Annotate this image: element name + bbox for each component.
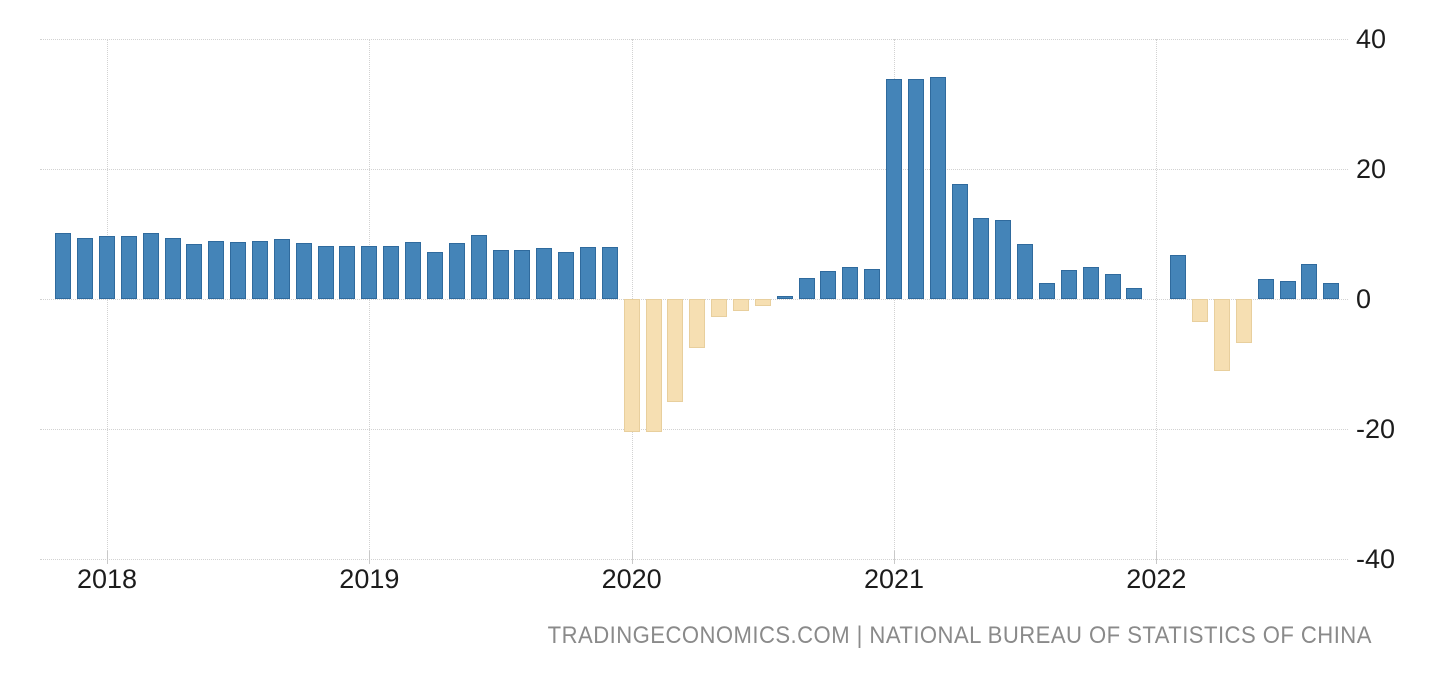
x-axis-tick-2019 bbox=[369, 551, 371, 564]
bar-2022-09[interactable] bbox=[1323, 282, 1340, 299]
bar-2020-05[interactable] bbox=[711, 299, 728, 318]
gridline-y-40 bbox=[40, 39, 1348, 40]
bar-2019-05[interactable] bbox=[448, 243, 465, 299]
bar-2021-02[interactable] bbox=[907, 79, 924, 299]
bar-2021-04[interactable] bbox=[951, 183, 968, 299]
bar-2020-09[interactable] bbox=[798, 277, 815, 299]
bar-2018-01[interactable] bbox=[99, 235, 116, 299]
bar-2021-10[interactable] bbox=[1082, 267, 1099, 299]
bar-2020-02[interactable] bbox=[645, 299, 662, 433]
bar-2019-02[interactable] bbox=[383, 245, 400, 299]
bar-2021-11[interactable] bbox=[1104, 273, 1121, 299]
bar-2019-03[interactable] bbox=[405, 242, 422, 299]
bar-2020-07[interactable] bbox=[754, 299, 771, 307]
bar-2020-01[interactable] bbox=[623, 299, 640, 433]
y-axis-label--20: -20 bbox=[1356, 414, 1396, 444]
bar-2022-05[interactable] bbox=[1235, 299, 1252, 343]
bar-2022-04[interactable] bbox=[1213, 299, 1230, 372]
x-axis-label-2018: 2018 bbox=[76, 564, 138, 594]
gridline-y-20 bbox=[40, 169, 1348, 170]
gridline-x-2018 bbox=[107, 39, 109, 559]
x-axis-label-2020: 2020 bbox=[601, 564, 662, 594]
bar-2018-06[interactable] bbox=[208, 240, 225, 299]
bar-2021-09[interactable] bbox=[1060, 270, 1077, 299]
gridline-y--40 bbox=[40, 559, 1348, 560]
x-axis-label-2022: 2022 bbox=[1126, 564, 1187, 594]
bar-2018-09[interactable] bbox=[273, 239, 290, 299]
bar-2022-03[interactable] bbox=[1192, 299, 1209, 322]
x-axis-tick-2022 bbox=[1156, 551, 1158, 564]
bar-2022-08[interactable] bbox=[1301, 263, 1318, 299]
bar-2021-01[interactable] bbox=[886, 79, 903, 299]
x-axis-tick-2021 bbox=[894, 551, 896, 564]
bar-2018-04[interactable] bbox=[164, 237, 181, 299]
bar-2020-08[interactable] bbox=[776, 295, 793, 299]
x-axis-label-2019: 2019 bbox=[339, 564, 400, 594]
bar-2021-08[interactable] bbox=[1039, 282, 1056, 299]
bar-2019-08[interactable] bbox=[514, 250, 531, 299]
x-axis-label-2021: 2021 bbox=[863, 564, 925, 594]
bar-2020-03[interactable] bbox=[667, 299, 684, 402]
bar-2019-04[interactable] bbox=[426, 252, 443, 299]
bar-2020-12[interactable] bbox=[864, 269, 881, 299]
bar-2018-07[interactable] bbox=[230, 241, 247, 299]
bar-2021-07[interactable] bbox=[1017, 243, 1034, 299]
bar-2020-11[interactable] bbox=[842, 266, 859, 299]
gridline-x-2021 bbox=[894, 39, 896, 559]
x-axis-tick-2018 bbox=[107, 551, 109, 564]
source-attribution: TRADINGECONOMICS.COM | NATIONAL BUREAU O… bbox=[547, 622, 1372, 649]
gridline-x-2022 bbox=[1156, 39, 1158, 559]
bar-2017-11[interactable] bbox=[55, 232, 72, 299]
bar-2020-10[interactable] bbox=[820, 271, 837, 299]
y-axis-label-40: 40 bbox=[1356, 24, 1387, 54]
bar-2022-07[interactable] bbox=[1279, 281, 1296, 299]
bar-2019-11[interactable] bbox=[579, 247, 596, 299]
bar-2018-03[interactable] bbox=[142, 233, 159, 299]
bar-2021-03[interactable] bbox=[929, 76, 946, 299]
bar-2018-05[interactable] bbox=[186, 243, 203, 299]
bar-2019-12[interactable] bbox=[601, 247, 618, 299]
bar-2018-08[interactable] bbox=[252, 240, 269, 299]
bar-2019-09[interactable] bbox=[536, 248, 553, 299]
bar-2019-10[interactable] bbox=[558, 252, 575, 299]
bar-2018-10[interactable] bbox=[295, 243, 312, 299]
bar-2018-02[interactable] bbox=[120, 235, 137, 299]
bar-2022-02[interactable] bbox=[1170, 255, 1187, 299]
bar-2021-12[interactable] bbox=[1126, 287, 1143, 299]
bar-2021-05[interactable] bbox=[973, 218, 990, 299]
bar-2019-01[interactable] bbox=[361, 245, 378, 299]
y-axis-label-20: 20 bbox=[1356, 154, 1387, 184]
bar-2018-12[interactable] bbox=[339, 245, 356, 299]
bar-2018-11[interactable] bbox=[317, 246, 334, 299]
bar-2021-06[interactable] bbox=[995, 220, 1012, 299]
bar-2020-04[interactable] bbox=[689, 299, 706, 348]
bar-2017-12[interactable] bbox=[77, 237, 94, 299]
bar-2019-07[interactable] bbox=[492, 249, 509, 299]
gridline-x-2019 bbox=[369, 39, 371, 559]
bar-2019-06[interactable] bbox=[470, 235, 487, 299]
bar-2022-06[interactable] bbox=[1257, 278, 1274, 299]
y-axis-label--40: -40 bbox=[1356, 544, 1396, 574]
gridline-y--20 bbox=[40, 429, 1348, 430]
y-axis-label-0: 0 bbox=[1356, 284, 1372, 314]
x-axis-tick-2020 bbox=[631, 551, 633, 564]
bar-2020-06[interactable] bbox=[732, 299, 749, 311]
